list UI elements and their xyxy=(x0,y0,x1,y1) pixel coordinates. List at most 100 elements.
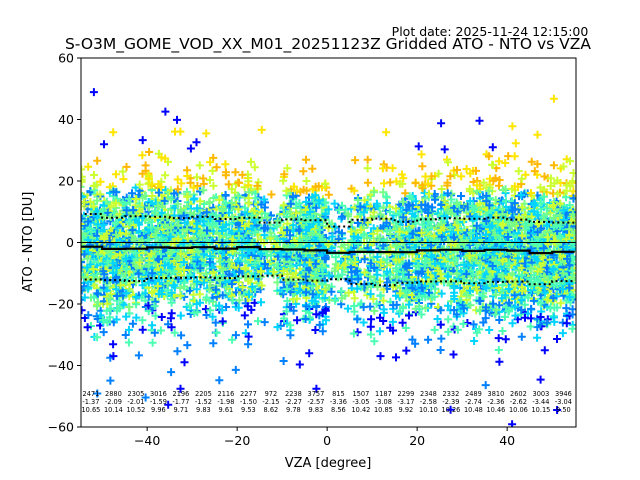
scatter-point xyxy=(305,258,314,267)
scatter-point xyxy=(138,136,147,145)
scatter-point xyxy=(302,155,310,164)
scatter-point xyxy=(174,264,182,273)
scatter-point xyxy=(402,346,411,355)
scatter-point xyxy=(475,116,484,125)
scatter-point xyxy=(302,288,311,297)
scatter-point xyxy=(405,311,413,320)
scatter-point xyxy=(176,249,185,258)
scatter-point xyxy=(148,269,157,278)
scatter-point xyxy=(308,282,317,291)
scatter-point xyxy=(186,144,195,153)
scatter-point xyxy=(286,331,295,340)
scatter-point xyxy=(302,197,311,206)
scatter-point xyxy=(125,217,134,226)
scatter-point xyxy=(99,328,108,337)
scatter-point xyxy=(325,271,334,280)
scatter-point xyxy=(134,269,143,278)
scatter-point xyxy=(320,253,329,262)
scatter-point xyxy=(231,365,240,374)
scatter-point xyxy=(199,217,208,226)
scatter-point xyxy=(192,173,201,182)
scatter-point xyxy=(173,254,182,263)
scatter-point xyxy=(193,308,202,317)
scatter-point xyxy=(160,196,169,205)
scatter-point xyxy=(93,389,102,398)
scatter-point xyxy=(167,288,176,297)
scatter-point xyxy=(128,319,137,328)
scatter-point xyxy=(153,202,162,210)
scatter-point xyxy=(132,292,141,301)
scatter-point xyxy=(174,221,183,230)
scatter-point xyxy=(221,278,230,287)
scatter-point xyxy=(308,164,317,173)
scatter-point xyxy=(189,234,198,243)
scatter-point xyxy=(151,311,160,320)
scatter-point xyxy=(337,287,346,296)
scatter-point xyxy=(495,357,504,366)
scatter-point xyxy=(222,231,231,240)
scatter-point xyxy=(321,306,330,315)
scatter-point xyxy=(363,178,372,187)
scatter-point xyxy=(225,257,234,266)
scatter-point xyxy=(449,350,458,359)
scatter-point xyxy=(138,316,147,325)
scatter-point xyxy=(338,270,347,279)
scatter-point xyxy=(131,195,140,203)
scatter-point xyxy=(161,221,169,229)
scatter-point xyxy=(99,316,108,324)
scatter-point xyxy=(321,209,330,218)
scatter-point xyxy=(283,226,292,235)
scatter-point xyxy=(138,151,147,160)
scatter-point xyxy=(215,376,224,385)
scatter-point xyxy=(170,328,179,337)
scatter-point xyxy=(170,189,179,198)
scatter-point xyxy=(321,180,330,189)
scatter-point xyxy=(250,163,259,172)
scatter-point xyxy=(440,145,449,154)
scatter-point xyxy=(109,352,118,361)
scatter-point xyxy=(380,179,388,188)
scatter-point xyxy=(302,235,311,243)
scatter-point xyxy=(81,237,86,246)
scatter-point xyxy=(173,200,182,209)
scatter-point xyxy=(202,208,211,217)
scatter-point xyxy=(308,290,317,299)
scatter-point xyxy=(325,296,334,304)
scatter-point xyxy=(254,317,262,326)
scatter-point xyxy=(84,311,93,320)
scatter-point xyxy=(131,248,140,257)
scatter-point xyxy=(148,180,156,189)
scatter-point xyxy=(179,258,188,267)
scatter-point xyxy=(161,107,170,116)
scatter-point xyxy=(122,289,131,298)
scatter-point xyxy=(251,194,260,203)
scatter-point xyxy=(109,340,118,349)
scatter-point xyxy=(102,306,111,315)
scatter-point xyxy=(199,174,208,183)
scatter-point xyxy=(93,333,102,342)
scatter-point xyxy=(81,306,86,315)
scatter-point xyxy=(122,254,130,263)
scatter-point xyxy=(260,318,269,327)
scatter-point xyxy=(280,170,289,179)
scatter-point xyxy=(192,300,201,309)
scatter-point xyxy=(167,309,176,318)
scatter-point xyxy=(436,346,445,354)
scatter-point xyxy=(312,203,321,212)
scatter-point xyxy=(286,262,295,271)
scatter-point xyxy=(144,260,153,269)
scatter-point xyxy=(132,313,141,322)
scatter-point xyxy=(176,384,185,393)
scatter-point xyxy=(234,303,243,312)
scatter-point xyxy=(337,212,346,221)
scatter-point xyxy=(102,229,111,238)
scatter-point xyxy=(302,302,311,311)
scatter-point xyxy=(244,332,253,341)
scatter-point xyxy=(244,320,252,329)
scatter-point xyxy=(129,206,138,215)
scatter-point xyxy=(312,384,321,393)
scatter-point xyxy=(81,189,85,198)
scatter-point xyxy=(202,129,211,138)
scatter-point xyxy=(148,321,157,330)
scatter-point xyxy=(257,249,266,258)
